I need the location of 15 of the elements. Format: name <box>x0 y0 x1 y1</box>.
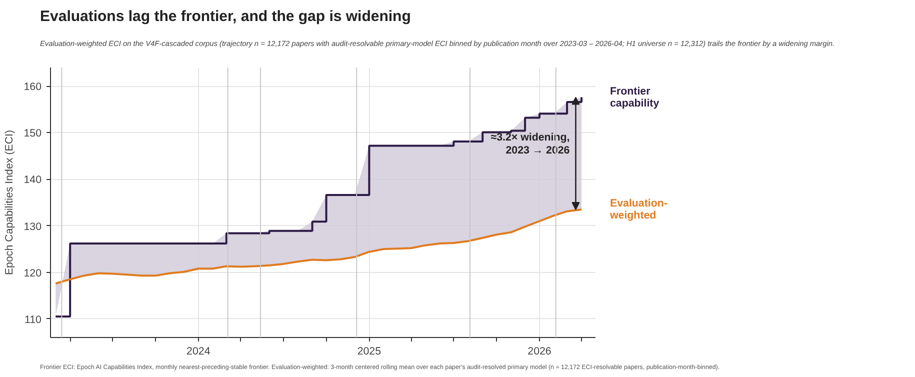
y-axis-title: Epoch Capabilities Index (ECI) <box>4 130 16 276</box>
line-series <box>54 208 582 284</box>
y-tick-label: 130 <box>24 220 42 233</box>
y-tick-label: 120 <box>24 267 42 280</box>
y-tick-label: 150 <box>24 128 42 140</box>
annotation: ≈3.2× widening, 2023 → 2026 <box>490 131 570 157</box>
y-tick-label: 160 <box>24 81 42 94</box>
x-tick-label: 2024 <box>186 346 210 358</box>
y-tick-label: 110 <box>24 314 42 326</box>
x-tick-label: 2026 <box>528 346 552 358</box>
x-tick-label: 2025 <box>357 346 382 358</box>
y-tick-label: 140 <box>24 174 42 186</box>
chart-title: Evaluations lag the frontier, and the gap is widening <box>40 7 411 27</box>
text: Frontier capability <box>610 85 660 110</box>
text: Evaluation-weighted <box>609 197 668 222</box>
